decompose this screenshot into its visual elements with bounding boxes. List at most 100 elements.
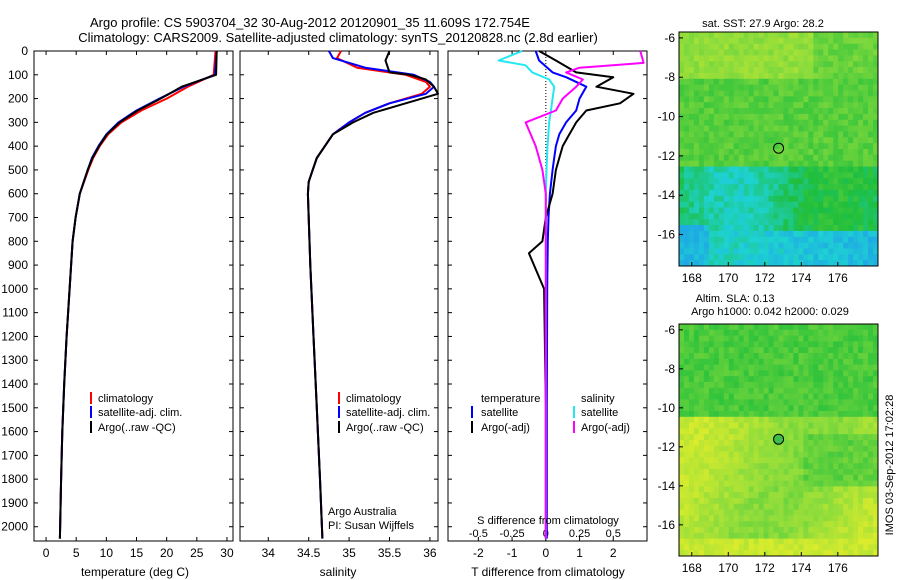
map-cell xyxy=(713,230,720,238)
map-cell xyxy=(823,55,829,62)
map-cell xyxy=(763,382,770,389)
map-cell xyxy=(788,49,794,56)
map-cell xyxy=(773,527,779,534)
map-cell xyxy=(703,67,710,74)
map-cell xyxy=(679,78,685,86)
map-cell xyxy=(738,411,745,418)
map-cell xyxy=(758,225,765,232)
map-cell xyxy=(733,84,740,91)
map-cell xyxy=(773,376,779,383)
map-cell xyxy=(708,399,715,406)
map-cell xyxy=(753,137,760,144)
map-cell xyxy=(838,189,844,197)
map-cell xyxy=(798,324,804,331)
map-cell xyxy=(858,166,864,173)
map-cell xyxy=(753,119,760,127)
map-cell xyxy=(868,445,874,453)
map-cell xyxy=(753,78,760,86)
map-cell xyxy=(793,486,799,493)
map-cell xyxy=(713,96,720,103)
map-cell xyxy=(713,125,720,132)
map-cell xyxy=(823,90,829,97)
map-cell xyxy=(683,125,690,132)
map-cell xyxy=(683,532,690,540)
map-cell xyxy=(753,248,760,255)
map-cell xyxy=(813,248,819,255)
map-cell xyxy=(778,544,784,551)
map-cell xyxy=(758,486,765,493)
map-cell xyxy=(683,324,690,331)
map-cell xyxy=(728,90,735,97)
map-cell xyxy=(818,154,824,162)
map-cell xyxy=(803,347,809,354)
map-cell xyxy=(738,393,745,400)
map-cell xyxy=(758,474,765,482)
map-cell xyxy=(823,131,829,138)
map-cell xyxy=(708,486,715,493)
map-cell xyxy=(863,469,869,476)
map-cell xyxy=(679,154,685,162)
map-cell xyxy=(703,260,710,267)
map-cell xyxy=(728,143,735,150)
map-cell xyxy=(713,434,720,441)
map-cell xyxy=(763,72,770,80)
map-cell xyxy=(803,61,809,68)
map-cell xyxy=(793,422,799,429)
map-cell xyxy=(868,55,874,62)
map-cell xyxy=(698,84,705,91)
map-cell xyxy=(708,236,715,244)
map-cell xyxy=(773,131,779,138)
map-cell xyxy=(708,527,715,534)
map-cell xyxy=(768,521,775,528)
temperature-panel: 0 5 10 15 20 25 30 xyxy=(33,50,234,560)
map-cell xyxy=(793,143,799,150)
map-cell xyxy=(728,411,735,418)
depth-tick-label: 2000 xyxy=(1,520,28,534)
map-cell xyxy=(803,428,809,435)
map-cell xyxy=(733,219,740,226)
map-cell xyxy=(863,90,869,97)
map-cell xyxy=(728,178,735,185)
map-cell xyxy=(679,61,685,68)
map-cell xyxy=(813,434,819,441)
map-cell xyxy=(858,96,864,103)
map-cell xyxy=(873,370,879,377)
map-cell xyxy=(758,149,765,156)
map-cell xyxy=(853,184,859,191)
map-cell xyxy=(703,137,710,144)
map-cell xyxy=(753,102,760,109)
map-cell xyxy=(683,230,690,238)
map-cell xyxy=(843,463,849,470)
map-cell xyxy=(743,37,750,45)
map-cell xyxy=(713,393,720,400)
map-cell xyxy=(698,358,705,366)
map-cell xyxy=(868,67,874,74)
map-cell xyxy=(758,538,765,545)
map-cell xyxy=(723,364,730,371)
map-cell xyxy=(698,184,705,191)
map-cell xyxy=(788,503,794,511)
map-cell xyxy=(783,102,789,109)
map-cell xyxy=(858,474,864,482)
map-cell xyxy=(823,113,829,121)
map-cell xyxy=(863,480,869,487)
map-cell xyxy=(798,399,804,406)
map-cell xyxy=(818,335,824,342)
map-cell xyxy=(793,434,799,441)
map-cell xyxy=(728,195,735,203)
map-cell xyxy=(758,463,765,470)
map-cell xyxy=(803,469,809,476)
map-cell xyxy=(853,393,859,400)
map-cell xyxy=(723,172,730,179)
map-cell xyxy=(828,353,834,360)
map-cell xyxy=(798,370,804,377)
map-cell xyxy=(743,78,750,86)
map-cell xyxy=(688,125,695,132)
map-cell xyxy=(688,393,695,400)
map-cell xyxy=(873,469,879,476)
map-cell xyxy=(788,201,794,208)
map-cell xyxy=(738,37,745,45)
map-cell xyxy=(693,469,700,476)
map-x-tick-label: 176 xyxy=(828,561,848,575)
map-cell xyxy=(803,113,809,121)
